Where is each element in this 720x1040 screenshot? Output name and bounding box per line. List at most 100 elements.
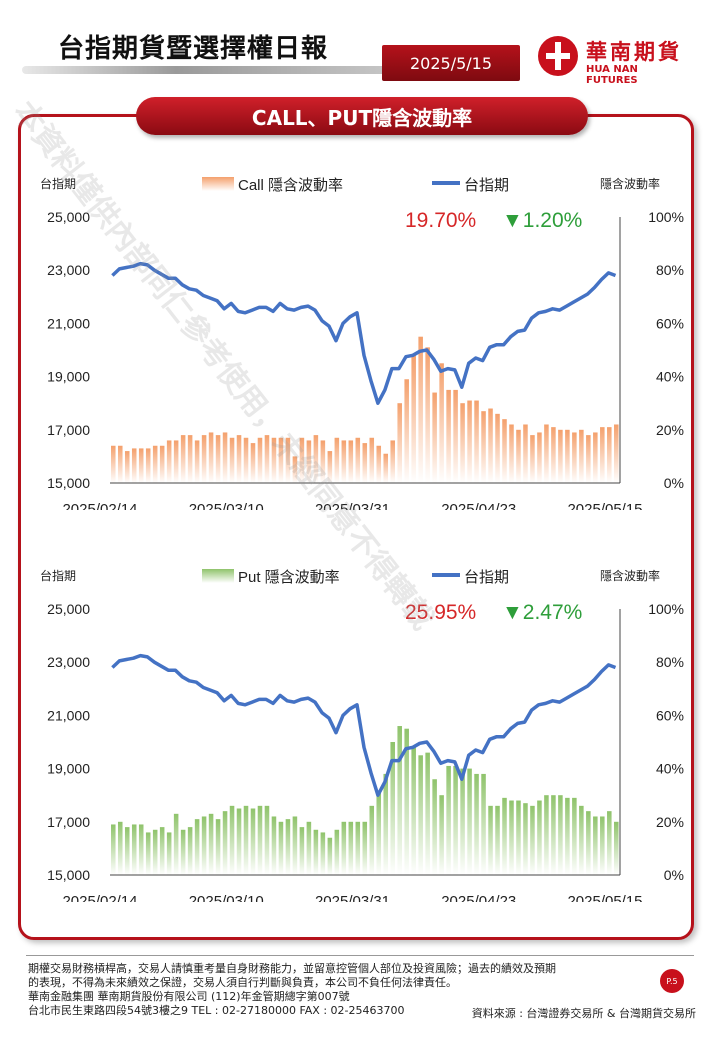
right-tick-label: 100% xyxy=(648,601,684,617)
left-tick-label: 23,000 xyxy=(47,654,90,670)
left-tick-label: 19,000 xyxy=(47,761,90,777)
right-tick-label: 40% xyxy=(656,369,684,385)
left-axis-title: 台指期 xyxy=(40,568,76,583)
right-tick-label: 100% xyxy=(648,209,684,225)
iv-bar xyxy=(523,424,528,483)
iv-bar xyxy=(432,392,437,483)
right-tick-label: 0% xyxy=(664,867,684,883)
iv-bar xyxy=(460,768,465,875)
x-tick-label: 2025/03/10 xyxy=(189,893,264,902)
iv-bar xyxy=(187,435,193,483)
iv-bar xyxy=(306,440,312,483)
iv-bar xyxy=(131,448,137,483)
index-line xyxy=(111,261,617,405)
right-tick-label: 60% xyxy=(656,315,684,331)
iv-bar xyxy=(425,752,430,875)
iv-bar xyxy=(124,827,130,875)
iv-bar xyxy=(313,829,319,875)
iv-bar xyxy=(201,816,207,875)
iv-bar xyxy=(397,403,402,483)
iv-bar xyxy=(544,424,549,483)
iv-bar xyxy=(355,437,361,483)
iv-bar xyxy=(111,824,116,875)
iv-bar xyxy=(166,832,172,875)
right-tick-label: 80% xyxy=(656,654,684,670)
iv-bar xyxy=(376,445,382,483)
iv-bar xyxy=(173,440,179,483)
right-tick-label: 60% xyxy=(656,707,684,723)
company-license: 華南金融集團 華南期貨股份有限公司 (112)年金管期總字第007號 xyxy=(28,990,350,1003)
legend-bar-label: Put 隱含波動率 xyxy=(238,569,340,586)
x-tick-label: 2025/05/15 xyxy=(567,893,642,902)
put-iv-chart: 台指期 隱含波動率 Put 隱含波動率 台指期 25,000 23,000 21,000 19… xyxy=(40,568,684,902)
iv-bar xyxy=(243,437,249,483)
report-date: 2025/5/15 xyxy=(382,45,520,81)
iv-bar xyxy=(159,827,165,875)
iv-bar xyxy=(593,432,598,483)
iv-bar xyxy=(278,437,284,483)
iv-bar xyxy=(460,403,465,483)
iv-bar xyxy=(586,811,591,875)
iv-bar xyxy=(257,805,263,875)
iv-bar xyxy=(523,803,528,875)
iv-bar xyxy=(614,424,619,483)
iv-bar xyxy=(411,355,416,483)
iv-bar xyxy=(467,768,472,875)
iv-bar xyxy=(299,827,305,875)
iv-bar xyxy=(334,829,340,875)
iv-bar xyxy=(250,808,256,875)
iv-bar xyxy=(530,805,535,875)
iv-bar xyxy=(495,413,500,483)
iv-bar xyxy=(383,453,389,483)
iv-bar xyxy=(502,419,507,483)
current-iv-value: 19.70% xyxy=(405,209,476,232)
iv-bar xyxy=(208,432,214,483)
left-tick-label: 21,000 xyxy=(47,315,90,331)
iv-bar xyxy=(593,816,598,875)
iv-bar xyxy=(453,389,458,483)
iv-bar xyxy=(390,440,395,483)
disclaimer-line: 期權交易財務槓桿高，交易人請慎重考量自身財務能力，並留意控管個人部位及投資風險；… xyxy=(28,962,556,975)
left-tick-label: 25,000 xyxy=(47,601,90,617)
iv-bar xyxy=(418,755,423,875)
iv-bar xyxy=(502,797,507,875)
iv-bar xyxy=(495,805,500,875)
x-tick-label: 2025/04/23 xyxy=(441,893,516,902)
iv-bar xyxy=(558,429,563,483)
iv-bar xyxy=(509,424,514,483)
iv-bar xyxy=(180,435,186,483)
iv-bar xyxy=(432,779,437,875)
iv-bar xyxy=(383,773,389,875)
iv-bar xyxy=(117,821,123,875)
iv-bar xyxy=(341,440,347,483)
iv-bar xyxy=(124,451,130,483)
iv-bar xyxy=(327,837,333,875)
iv-bar xyxy=(355,821,361,875)
iv-bar xyxy=(208,813,214,875)
iv-bar xyxy=(537,800,542,875)
iv-bar xyxy=(558,795,563,875)
left-tick-label: 19,000 xyxy=(47,369,90,385)
iv-bar xyxy=(481,411,486,483)
iv-bar xyxy=(271,437,277,483)
iv-bar xyxy=(180,829,186,875)
iv-bar xyxy=(117,445,123,483)
iv-change: ▼1.20% xyxy=(502,209,582,232)
legend-line-label: 台指期 xyxy=(464,177,509,194)
iv-bar xyxy=(439,363,444,483)
iv-bar xyxy=(530,435,535,483)
iv-bar xyxy=(607,427,612,483)
iv-bar xyxy=(243,805,249,875)
iv-bar xyxy=(215,435,221,483)
legend-line-label: 台指期 xyxy=(464,569,509,586)
page-number: P.5 xyxy=(660,969,684,993)
iv-change: ▼2.47% xyxy=(502,601,582,624)
iv-bar xyxy=(222,432,228,483)
iv-bar xyxy=(411,747,416,875)
report-title: 台指期貨暨選擇權日報 xyxy=(58,34,329,64)
iv-bar xyxy=(229,437,235,483)
iv-bar xyxy=(327,451,333,483)
iv-bar xyxy=(425,347,430,483)
iv-bar xyxy=(565,797,570,875)
right-tick-label: 80% xyxy=(656,262,684,278)
